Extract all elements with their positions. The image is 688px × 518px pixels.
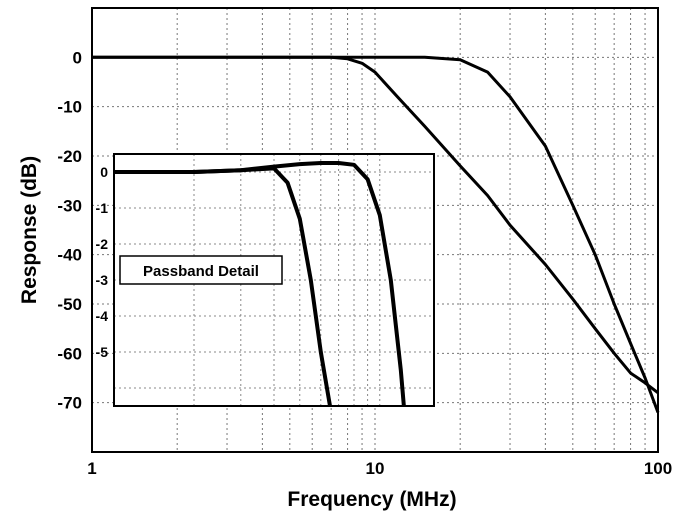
inset-y-tick-label: -4 [96, 308, 109, 324]
inset-title: Passband Detail [143, 263, 259, 280]
main-y-tick-label: -40 [57, 246, 82, 265]
inset-label-box [119, 255, 283, 285]
main-y-tick-label: 0 [73, 48, 82, 67]
main-x-tick-labels: 1 10 100 [87, 459, 672, 478]
inset-passband-panel: 0 -1 -2 -3 -4 -5 Passband Detail [96, 153, 435, 407]
inset-frame [113, 153, 435, 407]
main-x-tick-label: 1 [87, 459, 96, 478]
main-y-tick-label: -50 [57, 295, 82, 314]
main-y-tick-label: -60 [57, 344, 82, 363]
main-y-tick-label: -30 [57, 196, 82, 215]
inset-y-tick-label: -2 [96, 236, 109, 252]
inset-y-tick-label: -5 [96, 344, 109, 360]
inset-y-tick-label: 0 [100, 164, 108, 180]
inset-y-tick-label: -1 [96, 200, 109, 216]
main-x-tick-label: 10 [366, 459, 385, 478]
inset-series-lines [114, 161, 406, 406]
main-series-line-2 [92, 55, 660, 414]
main-x-tick-label: 100 [644, 459, 672, 478]
main-y-tick-label: -20 [57, 147, 82, 166]
inset-series-line-2 [114, 161, 406, 406]
inset-y-tick-label: -3 [96, 272, 109, 288]
y-axis-title: Response (dB) [18, 156, 41, 304]
main-series-lines [92, 55, 660, 414]
main-plot-frame [91, 7, 659, 453]
inset-y-tick-labels: 0 -1 -2 -3 -4 -5 [96, 164, 109, 360]
x-axis-title: Frequency (MHz) [287, 488, 456, 511]
main-y-tick-labels: 0 -10 -20 -30 -40 -50 -60 -70 [57, 48, 82, 412]
main-y-tick-label: -70 [57, 394, 82, 413]
main-y-tick-label: -10 [57, 98, 82, 117]
